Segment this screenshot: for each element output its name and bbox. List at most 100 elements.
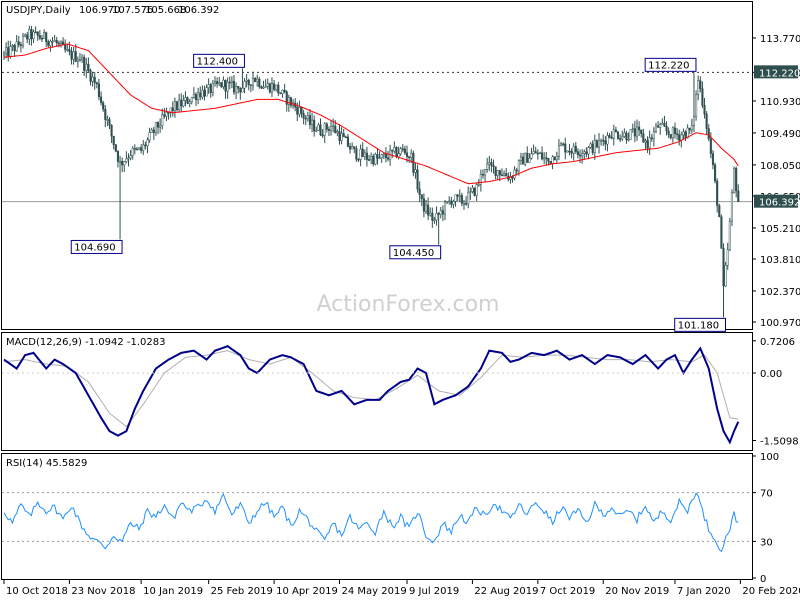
- candle-body: [684, 131, 687, 139]
- candle-body: [646, 140, 649, 149]
- candle-body: [112, 135, 115, 146]
- candle-body: [9, 46, 12, 57]
- candle-body: [57, 42, 60, 45]
- candle-body: [142, 144, 145, 151]
- candle-body: [454, 194, 457, 202]
- candle-body: [133, 148, 136, 150]
- candle-body: [410, 152, 413, 158]
- rsi-line: [3, 492, 739, 553]
- candle-body: [703, 105, 706, 115]
- candle-body: [604, 140, 607, 145]
- candle-body: [78, 59, 82, 61]
- rsi-panel-title: RSI(14) 45.5829: [6, 458, 87, 469]
- x-tick-label: 23 Nov 2018: [71, 586, 135, 597]
- price-tag-label: 112.220: [759, 68, 800, 79]
- candle-body: [43, 32, 46, 39]
- candle-body: [53, 40, 56, 42]
- candle-body: [68, 49, 71, 52]
- candle-body: [695, 94, 698, 117]
- rsi-y-axis: 100 70 30 0: [752, 452, 779, 585]
- candle-body: [235, 86, 238, 93]
- candle-body: [64, 44, 67, 50]
- candle-body: [610, 136, 613, 139]
- candle-body: [551, 156, 554, 164]
- candle-body: [707, 128, 710, 139]
- macd-y-tick-label: -1.5098: [760, 436, 799, 447]
- candle-body: [279, 92, 282, 95]
- candle-body: [500, 174, 504, 177]
- candle-body: [595, 140, 598, 148]
- candle-body: [357, 158, 360, 161]
- candle-body: [89, 70, 92, 82]
- ohlc-close: 106.392: [178, 5, 219, 16]
- candle-body: [492, 165, 495, 167]
- candle-body: [490, 162, 493, 166]
- candle-body: [650, 137, 653, 140]
- candle-body: [484, 169, 487, 176]
- candle-body: [203, 89, 206, 97]
- candle-body: [26, 34, 29, 40]
- candle-body: [479, 173, 482, 185]
- price-tag-box: [754, 194, 798, 208]
- price-y-tick-label: 102.370: [760, 287, 800, 298]
- candle-body: [283, 89, 286, 93]
- watermark: ActionForex.com: [317, 292, 500, 317]
- candle-body: [91, 76, 94, 82]
- candle-body: [81, 56, 84, 60]
- candle-body: [682, 131, 685, 136]
- candle-body: [671, 127, 674, 139]
- candle-body: [420, 194, 423, 199]
- candle-body: [722, 248, 725, 287]
- candle-body: [467, 192, 470, 205]
- candle-body: [298, 107, 301, 115]
- candle-body: [714, 164, 717, 182]
- candle-body: [393, 147, 396, 152]
- candle-body: [258, 78, 261, 88]
- candle-body: [619, 138, 622, 140]
- candle-body: [724, 264, 727, 287]
- candle-body: [17, 41, 20, 45]
- moving-average-line: [3, 43, 739, 185]
- candle-body: [597, 140, 601, 148]
- candle-body: [34, 31, 37, 34]
- ohlc-open: 106.970: [79, 5, 120, 16]
- candle-body: [547, 157, 550, 162]
- annotation-box: [70, 239, 123, 254]
- candle-body: [408, 156, 411, 159]
- rsi-line: [3, 492, 739, 553]
- price-y-tick-label: 103.810: [760, 255, 800, 266]
- candle-body: [207, 84, 210, 88]
- candle-body: [585, 151, 588, 155]
- candle-body: [422, 198, 425, 212]
- candle-body: [659, 123, 662, 128]
- candle-body: [431, 212, 434, 221]
- candle-body: [249, 84, 252, 86]
- candle-body: [511, 176, 514, 179]
- price-guides: [2, 71, 752, 203]
- candle-body: [237, 86, 240, 89]
- candle-body: [635, 126, 639, 137]
- candle-body: [76, 59, 79, 62]
- candle-body: [190, 97, 193, 103]
- x-tick-label: 9 Jul 2019: [409, 586, 459, 597]
- candle-body: [321, 134, 324, 137]
- price-y-tick-label: 100.970: [760, 318, 800, 329]
- candle-body: [180, 99, 183, 107]
- candle-body: [688, 127, 691, 131]
- candle-body: [663, 122, 666, 127]
- candle-body: [481, 173, 485, 176]
- candle-body: [458, 195, 461, 197]
- candle-body: [616, 131, 620, 139]
- candle-body: [587, 147, 590, 155]
- candle-body: [245, 79, 248, 82]
- candle-body: [395, 147, 398, 158]
- candle-body: [110, 124, 113, 137]
- candle-body: [640, 129, 643, 134]
- macd-y-axis: 0.7206 0.00 -1.5098: [2, 337, 799, 447]
- candle-body: [652, 131, 655, 140]
- candle-body: [213, 81, 217, 84]
- candle-body: [498, 170, 501, 176]
- price-y-tick-label: 105.210: [760, 224, 800, 235]
- rsi-y-tick-label: 70: [760, 489, 773, 500]
- candle-body: [194, 93, 198, 101]
